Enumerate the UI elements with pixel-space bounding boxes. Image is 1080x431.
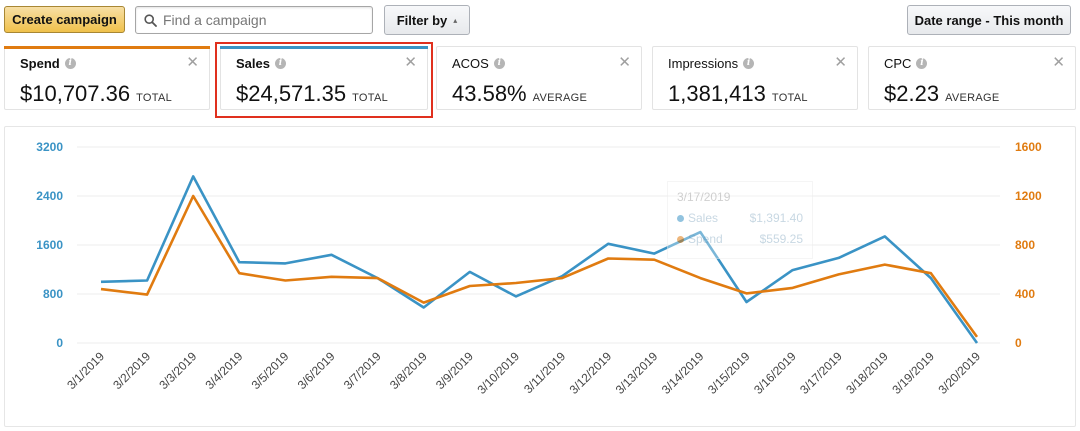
- metric-label-text: Spend: [20, 56, 60, 71]
- metric-value-row: 1,381,413 TOTAL: [668, 81, 808, 107]
- x-tick-label: 3/19/2019: [889, 349, 937, 397]
- series-line-spend: [100, 194, 979, 338]
- y-right-tick-label: 1600: [1015, 140, 1042, 154]
- chart-tooltip: 3/17/2019 Sales $1,391.40 Spend $559.25: [667, 181, 813, 259]
- metric-unit: AVERAGE: [945, 92, 1000, 104]
- metric-label: Spend i: [20, 56, 76, 71]
- metric-card-acos[interactable]: ACOS i ✕ 43.58% AVERAGE: [436, 46, 642, 110]
- sales-dot-icon: [677, 215, 684, 222]
- x-tick-label: 3/14/2019: [659, 349, 707, 397]
- filter-by-label: Filter by: [396, 12, 448, 28]
- tooltip-date: 3/17/2019: [677, 190, 731, 204]
- series-line-sales: [100, 175, 979, 344]
- metric-label-text: Sales: [236, 56, 270, 71]
- y-right-tick-label: 400: [1015, 287, 1035, 301]
- x-tick-label: 3/7/2019: [341, 349, 384, 392]
- metric-label-text: Impressions: [668, 56, 739, 71]
- close-icon[interactable]: ✕: [618, 54, 631, 71]
- y-right-tick-label: 0: [1015, 336, 1022, 350]
- tooltip-row-spend: Spend $559.25: [677, 232, 803, 246]
- metric-card-impressions[interactable]: Impressions i ✕ 1,381,413 TOTAL: [652, 46, 858, 110]
- search-icon: [144, 13, 157, 27]
- close-icon[interactable]: ✕: [404, 54, 417, 71]
- x-tick-label: 3/17/2019: [797, 349, 845, 397]
- x-tick-label: 3/11/2019: [521, 349, 568, 396]
- metric-card-cpc[interactable]: CPC i ✕ $2.23 AVERAGE: [868, 46, 1076, 110]
- x-tick-label: 3/16/2019: [751, 349, 799, 397]
- metric-card-spend[interactable]: Spend i ✕ $10,707.36 TOTAL: [4, 46, 210, 110]
- x-tick-label: 3/8/2019: [387, 349, 430, 392]
- x-tick-label: 3/1/2019: [64, 349, 107, 392]
- metric-label: Sales i: [236, 56, 286, 71]
- y-right-tick-label: 1200: [1015, 189, 1042, 203]
- search-input[interactable]: [163, 12, 363, 28]
- y-left-tick-label: 800: [43, 287, 63, 301]
- x-tick-label: 3/6/2019: [295, 349, 338, 392]
- filter-by-button[interactable]: Filter by ▴: [384, 5, 470, 35]
- metric-label: CPC i: [884, 56, 928, 71]
- x-tick-label: 3/5/2019: [249, 349, 292, 392]
- metric-unit: AVERAGE: [532, 92, 588, 104]
- metric-value-row: 43.58% AVERAGE: [452, 81, 587, 107]
- tooltip-spend-value: $559.25: [759, 232, 803, 246]
- create-campaign-button[interactable]: Create campaign: [4, 6, 125, 33]
- metric-value: $10,707.36: [20, 81, 131, 106]
- chart-panel: 0 0 800 400 1600 800 2400 1200 3200 1600 3/1/2019 3…: [4, 126, 1076, 427]
- y-left-tick-label: 2400: [36, 189, 63, 203]
- x-tick-label: 3/13/2019: [613, 349, 661, 397]
- metric-value: $2.23: [884, 81, 940, 106]
- x-tick-label: 3/4/2019: [203, 349, 246, 392]
- metric-value-row: $24,571.35 TOTAL: [236, 81, 388, 107]
- metric-color-bar: [4, 46, 210, 49]
- x-tick-label: 3/2/2019: [110, 349, 153, 392]
- sort-caret-icon: ▴: [453, 15, 458, 25]
- metric-color-bar: [220, 46, 428, 49]
- metric-label: Impressions i: [668, 56, 755, 71]
- info-icon[interactable]: i: [274, 58, 286, 69]
- toolbar: Create campaign Filter by ▴ Date range -…: [0, 0, 1080, 40]
- close-icon[interactable]: ✕: [834, 54, 847, 71]
- close-icon[interactable]: ✕: [1052, 54, 1065, 71]
- metric-unit: TOTAL: [352, 92, 389, 104]
- metric-card-sales[interactable]: Sales i ✕ $24,571.35 TOTAL: [220, 46, 428, 110]
- y-left-tick-label: 0: [56, 336, 63, 350]
- metric-unit: TOTAL: [136, 92, 173, 104]
- info-icon[interactable]: i: [916, 58, 928, 69]
- x-tick-label: 3/9/2019: [433, 349, 476, 392]
- metric-value-row: $2.23 AVERAGE: [884, 81, 1000, 107]
- metric-value: 1,381,413: [668, 81, 766, 106]
- x-tick-label: 3/15/2019: [705, 349, 753, 397]
- y-left-tick-label: 1600: [36, 238, 63, 252]
- x-tick-label: 3/12/2019: [567, 349, 615, 397]
- spend-dot-icon: [677, 236, 684, 243]
- date-range-button[interactable]: Date range - This month: [907, 5, 1071, 35]
- x-tick-label: 3/3/2019: [156, 349, 199, 392]
- metric-label-text: ACOS: [452, 56, 489, 71]
- tooltip-row-sales: Sales $1,391.40: [677, 211, 803, 225]
- y-left-tick-label: 3200: [36, 140, 63, 154]
- metric-label-text: CPC: [884, 56, 912, 71]
- metric-value-row: $10,707.36 TOTAL: [20, 81, 172, 107]
- x-tick-label: 3/20/2019: [935, 349, 983, 397]
- y-right-tick-label: 800: [1015, 238, 1035, 252]
- info-icon[interactable]: i: [743, 58, 755, 69]
- tooltip-sales-label: Sales: [688, 211, 719, 225]
- x-tick-label: 3/10/2019: [474, 349, 522, 397]
- info-icon[interactable]: i: [493, 58, 505, 69]
- tooltip-sales-value: $1,391.40: [749, 211, 803, 225]
- info-icon[interactable]: i: [64, 58, 76, 69]
- x-tick-label: 3/18/2019: [843, 349, 891, 397]
- metric-label: ACOS i: [452, 56, 505, 71]
- search-box[interactable]: [135, 6, 373, 34]
- metric-value: $24,571.35: [236, 81, 347, 106]
- metric-unit: TOTAL: [771, 92, 808, 104]
- tooltip-spend-label: Spend: [688, 232, 723, 246]
- metric-value: 43.58%: [452, 81, 527, 106]
- close-icon[interactable]: ✕: [186, 54, 199, 71]
